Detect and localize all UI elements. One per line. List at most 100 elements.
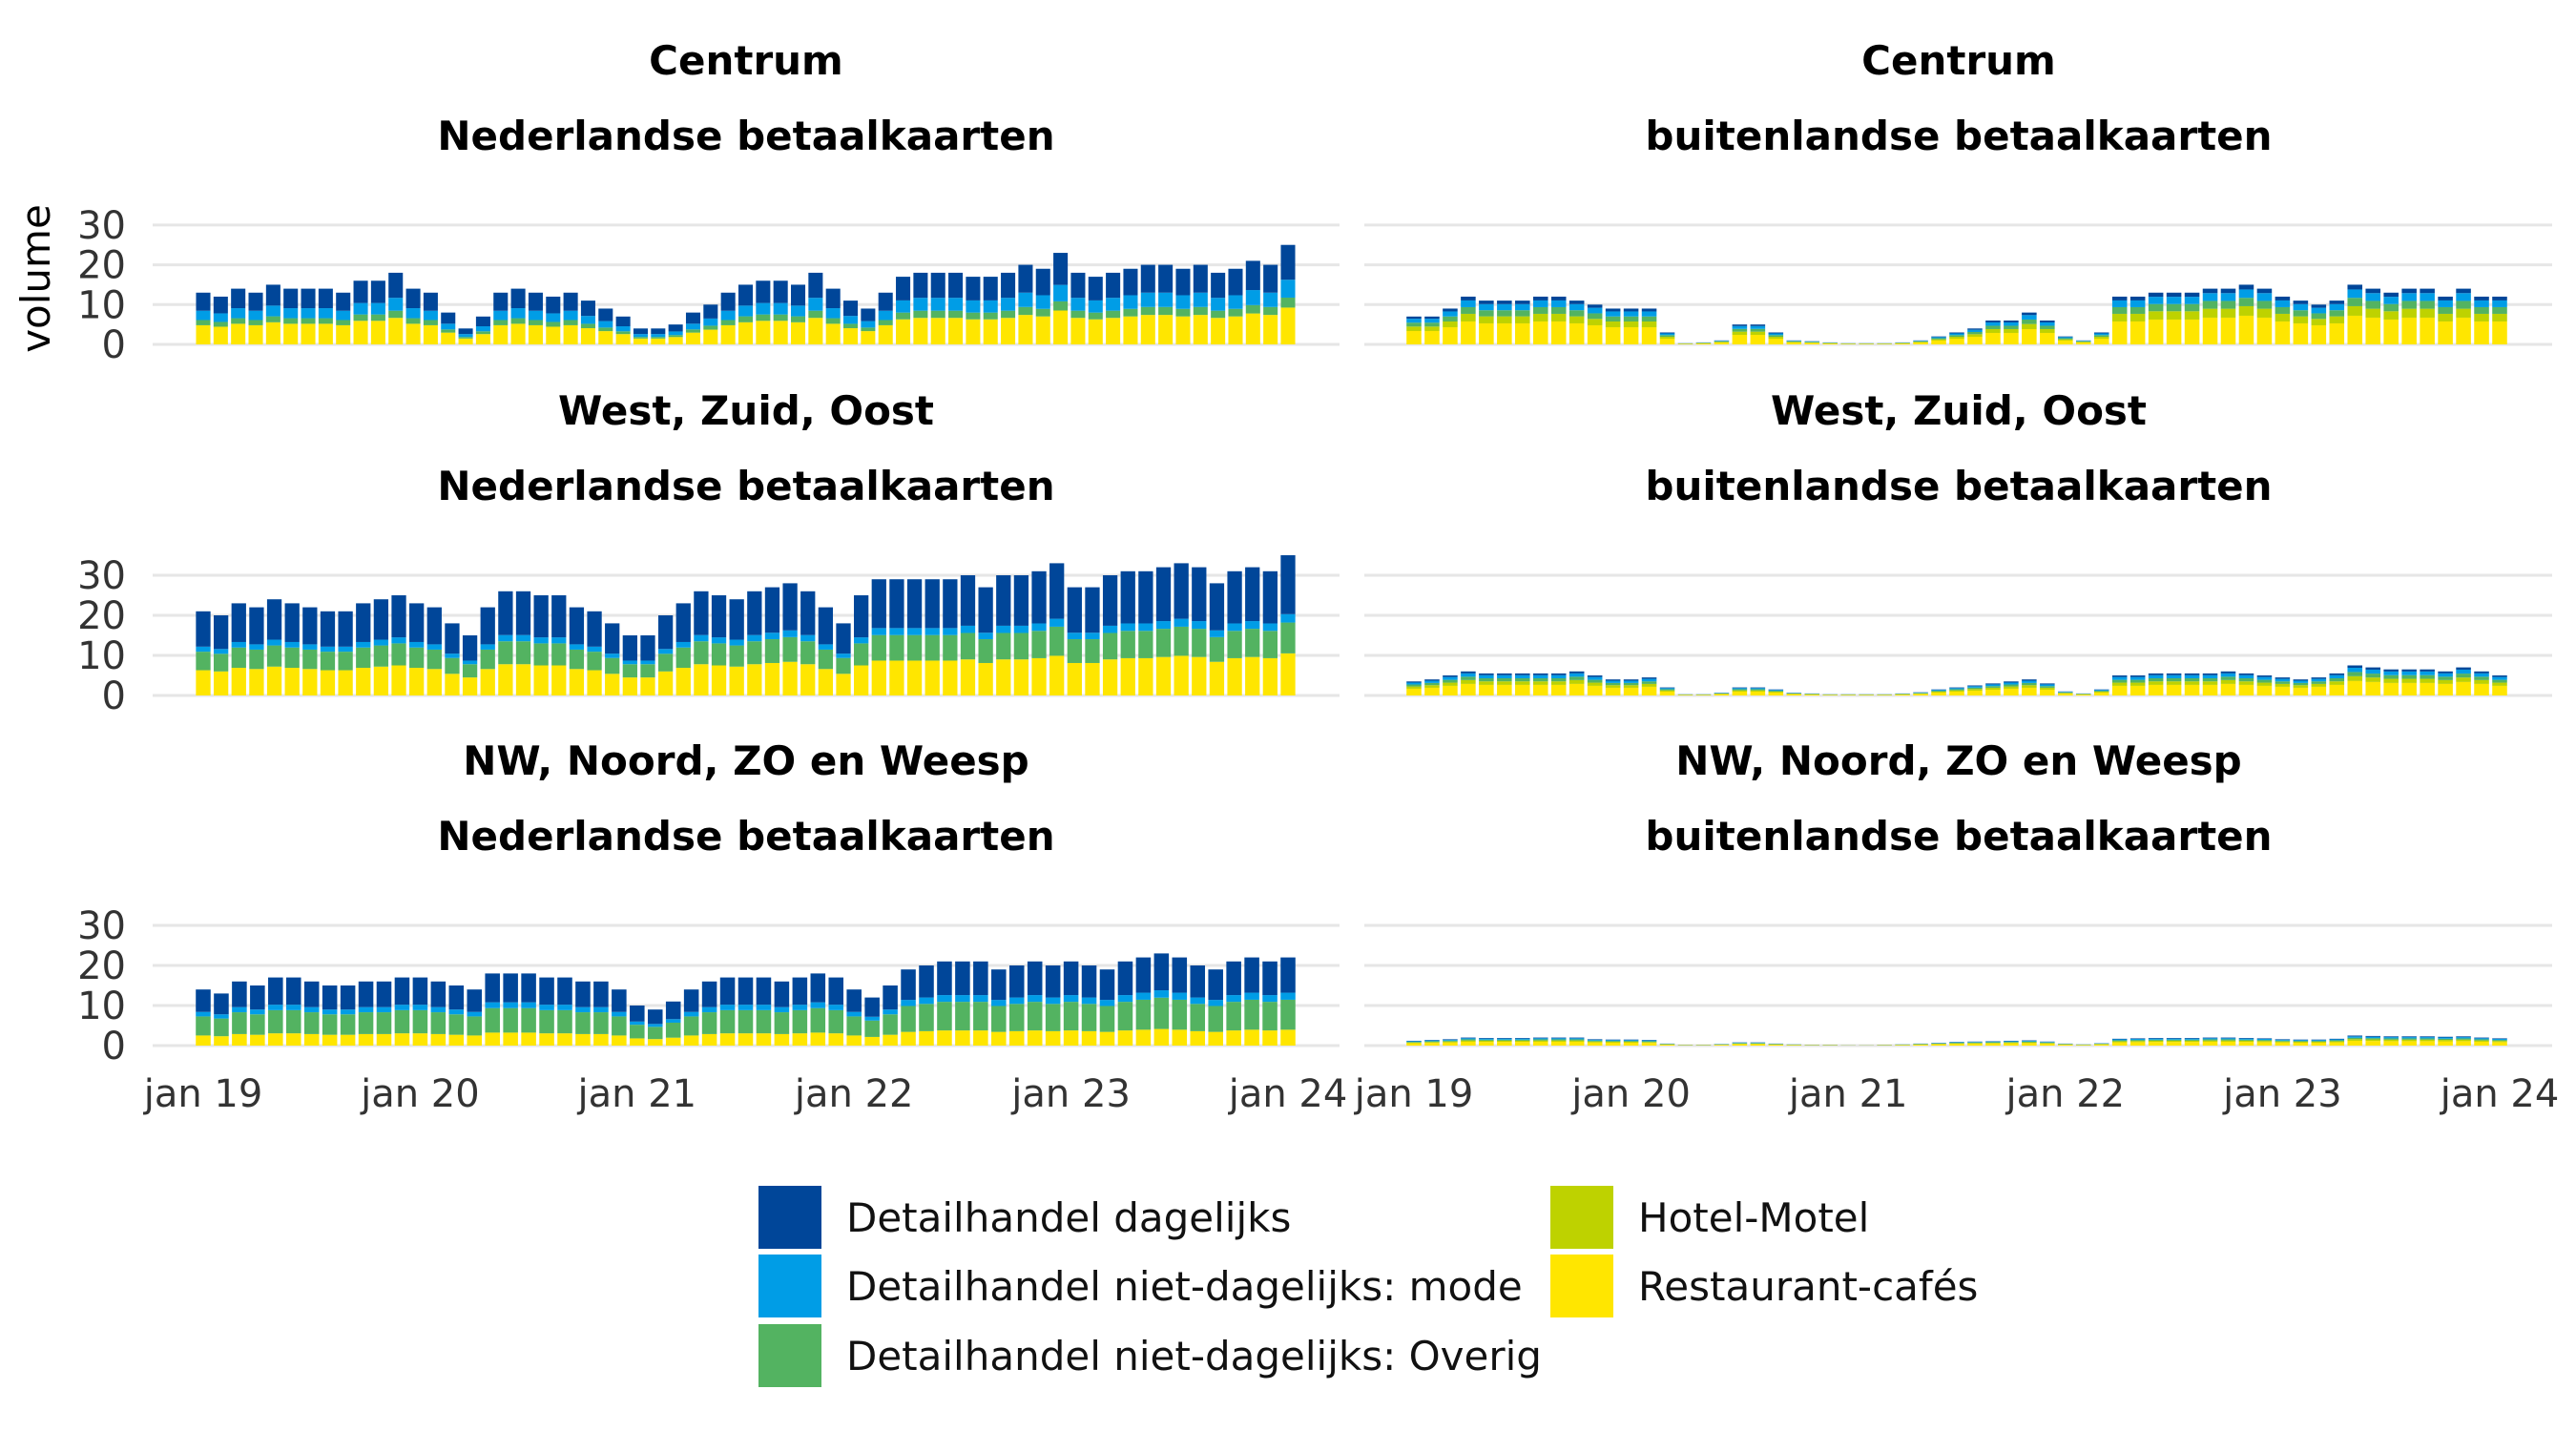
bar-segment: [1985, 1043, 2001, 1044]
y-tick-label: 20: [77, 944, 126, 988]
bar-segment: [569, 644, 585, 650]
bar-segment: [1623, 685, 1639, 688]
bar-segment: [301, 323, 316, 344]
bar-segment: [774, 1012, 790, 1034]
bar-segment: [1587, 676, 1603, 680]
bar-segment: [694, 641, 709, 665]
bar-segment: [1913, 1044, 1928, 1046]
bar-segment: [747, 634, 762, 642]
bar-segment: [1045, 1004, 1061, 1031]
bar-segment: [1262, 623, 1278, 632]
bar-segment: [2347, 1036, 2363, 1038]
bar-segment: [1001, 272, 1016, 299]
bar-segment: [1461, 321, 1476, 344]
bar-segment: [924, 579, 940, 629]
x-tick-label: jan 24: [1228, 1072, 1348, 1116]
bar-segment: [510, 288, 526, 309]
bar-segment: [2311, 1041, 2327, 1042]
bar-segment: [1120, 623, 1135, 632]
x-tick-label: jan 22: [794, 1072, 914, 1116]
bar-segment: [1262, 570, 1278, 624]
bar-segment: [906, 634, 923, 661]
bar-segment: [913, 318, 928, 344]
bar-segment: [774, 1006, 790, 1013]
bar-segment: [605, 674, 620, 695]
bar-segment: [2401, 671, 2417, 675]
bar-segment: [1605, 316, 1621, 321]
bar-segment: [1550, 1040, 1567, 1042]
bar-segment: [1913, 342, 1928, 344]
bar-segment: [955, 1030, 970, 1046]
bar-segment: [1193, 292, 1208, 307]
bar-segment: [1120, 657, 1135, 695]
bar-segment: [539, 1009, 554, 1034]
bar-segment: [2275, 296, 2291, 301]
bar-segment: [1840, 343, 1856, 344]
bar-segment: [943, 579, 958, 629]
bar-segment: [1081, 1030, 1097, 1046]
bar-segment: [896, 312, 911, 320]
bar-segment: [2202, 1040, 2218, 1042]
bar-segment: [1172, 992, 1188, 1000]
bar-segment: [1406, 326, 1422, 331]
x-tick-label: jan 23: [2222, 1072, 2342, 1116]
bar-segment: [1406, 682, 1422, 685]
bar-segment: [792, 1033, 808, 1046]
bar-segment: [318, 318, 333, 324]
bar-segment: [2275, 1039, 2291, 1040]
bar-segment: [1532, 1039, 1548, 1041]
bar-segment: [2347, 675, 2363, 681]
bar-segment: [1461, 683, 1476, 695]
bar-segment: [1949, 1043, 1964, 1045]
bar-segment: [1117, 1030, 1133, 1046]
bar-segment: [2111, 679, 2128, 683]
bar-segment: [2401, 1038, 2417, 1040]
bar-segment: [719, 1005, 736, 1010]
bar-segment: [630, 1021, 645, 1026]
bar-segment: [2111, 675, 2128, 677]
bar-segment: [1244, 1029, 1259, 1046]
bar-segment: [711, 637, 727, 644]
bar-segment: [598, 331, 613, 344]
bar-segment: [336, 310, 351, 321]
bar-segment: [303, 1033, 320, 1046]
bar-segment: [1120, 570, 1135, 624]
bar-segment: [1172, 1029, 1188, 1046]
bar-segment: [1461, 313, 1476, 321]
bar-segment: [2456, 677, 2471, 682]
bar-segment: [2383, 1037, 2399, 1039]
bar-segment: [2293, 1039, 2309, 1041]
bar-segment: [2093, 691, 2109, 693]
bar-segment: [2166, 674, 2182, 678]
bar-segment: [2238, 681, 2254, 685]
bar-segment: [1587, 1040, 1603, 1042]
bar-segment: [593, 981, 609, 1007]
bar-segment: [2365, 669, 2381, 674]
bar-segment: [1140, 315, 1155, 344]
bar-segment: [2040, 684, 2055, 687]
bar-segment: [318, 288, 333, 309]
bar-segment: [2275, 1041, 2291, 1043]
bar-segment: [1406, 316, 1422, 320]
bar-segment: [2293, 310, 2309, 317]
bar-segment: [633, 328, 648, 335]
bar-segment: [1605, 680, 1621, 683]
bar-segment: [1027, 961, 1043, 996]
bar-segment: [1155, 656, 1172, 695]
bar-segment: [2456, 1041, 2471, 1046]
bar-segment: [1623, 321, 1639, 327]
bar-segment: [1461, 1038, 1476, 1040]
bar-segment: [1497, 316, 1512, 323]
bar-segment: [1587, 685, 1603, 695]
legend-label: Detailhandel niet-dagelijks: mode: [846, 1263, 1523, 1310]
bar-segment: [1659, 690, 1675, 692]
bar-segment: [2420, 1039, 2435, 1042]
x-tick-label: jan 21: [1788, 1072, 1908, 1116]
bar-segment: [737, 316, 754, 322]
bar-segment: [1659, 338, 1675, 344]
bar-segment: [2311, 313, 2327, 320]
bar-segment: [2347, 680, 2363, 695]
bar-segment: [657, 653, 674, 672]
bar-segment: [1568, 679, 1585, 684]
